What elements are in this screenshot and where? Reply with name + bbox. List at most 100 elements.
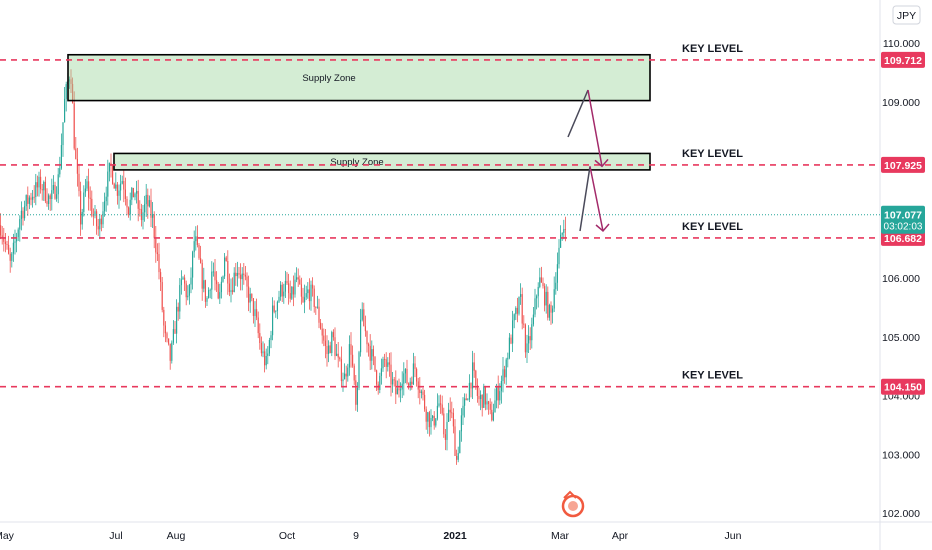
candle-body (417, 381, 419, 390)
candle (185, 280, 187, 306)
y-tick-label: 103.000 (882, 449, 920, 461)
candle (534, 288, 536, 318)
key-level: KEY LEVEL 107.925 (0, 148, 925, 173)
candle (376, 369, 378, 392)
candle (332, 329, 334, 341)
candle-body (504, 369, 506, 378)
candle (91, 190, 93, 218)
candle-body (393, 379, 395, 381)
candle (294, 272, 296, 298)
candle-body (380, 368, 382, 376)
candle-body (1, 235, 3, 238)
candle-body (251, 293, 253, 299)
candle (412, 352, 414, 386)
key-level-price-tag: 104.150 (881, 378, 925, 395)
candle (558, 239, 560, 269)
key-level: KEY LEVEL 106.682 (0, 221, 925, 246)
candle-body (172, 329, 174, 343)
candle-body (305, 293, 307, 298)
candle (155, 225, 157, 263)
candle-body (196, 236, 198, 245)
candle-body (339, 357, 341, 360)
candle-body (513, 314, 515, 321)
candle (32, 189, 34, 208)
candle-body (400, 389, 402, 391)
candle-body (228, 283, 230, 293)
candle-body (145, 194, 147, 205)
candle (432, 415, 434, 422)
candle-body (563, 229, 565, 233)
candle (452, 408, 454, 434)
candle (126, 196, 128, 216)
supply-zone-box (67, 53, 651, 102)
candle-body (428, 412, 430, 428)
candle (457, 446, 459, 463)
candle (328, 340, 330, 363)
candle (230, 278, 232, 303)
candle-body (318, 306, 320, 323)
candle (113, 182, 115, 189)
candle-body (36, 182, 38, 188)
candle (486, 393, 488, 410)
candle (156, 243, 158, 261)
candle (385, 352, 387, 379)
currency-badge[interactable]: JPY (892, 5, 921, 25)
candle (524, 323, 526, 358)
candle (76, 147, 78, 187)
candle (115, 172, 117, 192)
candle-body (326, 345, 328, 354)
candle-body (550, 305, 552, 313)
candle-body (70, 79, 72, 84)
candle-body (17, 229, 19, 238)
candle-body (433, 415, 435, 426)
candle-body (302, 296, 304, 303)
candle (11, 251, 13, 268)
candle-body (14, 241, 16, 243)
candle (40, 169, 42, 194)
candle-body (488, 401, 490, 404)
candle-body (123, 181, 125, 190)
candle-body (6, 243, 8, 245)
candle-body (337, 353, 339, 358)
candle-body (332, 332, 334, 338)
candle-body (299, 279, 301, 285)
candle-body (499, 391, 501, 401)
candle-body (4, 241, 6, 244)
candle (515, 306, 517, 321)
candle-body (384, 359, 386, 360)
candle-body (273, 305, 275, 312)
candle (46, 188, 48, 207)
candle (241, 267, 243, 291)
projection-arrows (567, 89, 610, 233)
candle (99, 213, 101, 240)
candle-body (99, 218, 101, 230)
candle (196, 225, 198, 248)
candle (272, 297, 274, 341)
candle-body (361, 309, 363, 320)
candle-body (352, 354, 354, 366)
candle (289, 280, 291, 303)
supply-zone-label: Supply Zone (302, 73, 355, 84)
candle-body (313, 288, 315, 307)
candle-body (390, 364, 392, 385)
candle-body (414, 363, 416, 369)
candle (244, 266, 246, 281)
candle-body (217, 284, 219, 299)
candle (528, 325, 530, 353)
time-axis[interactable]: May Jul Aug Oct 9 2021 Mar Apr Jun (0, 530, 742, 542)
candle-body (59, 168, 61, 175)
candle-body (64, 98, 66, 123)
candle-body (179, 285, 181, 312)
candle-body (457, 453, 459, 460)
candle-body (561, 232, 563, 235)
x-tick-label: May (0, 530, 15, 542)
candle-body (465, 398, 467, 401)
candle (204, 279, 206, 308)
candle-body (92, 215, 94, 217)
candle-body (284, 281, 286, 292)
candle-body (142, 212, 144, 221)
candle (118, 184, 120, 209)
price-axis[interactable]: 110.000 109.000 106.000 105.000 103.000 102.0… (882, 38, 920, 520)
projection-arrow-up (567, 89, 589, 138)
